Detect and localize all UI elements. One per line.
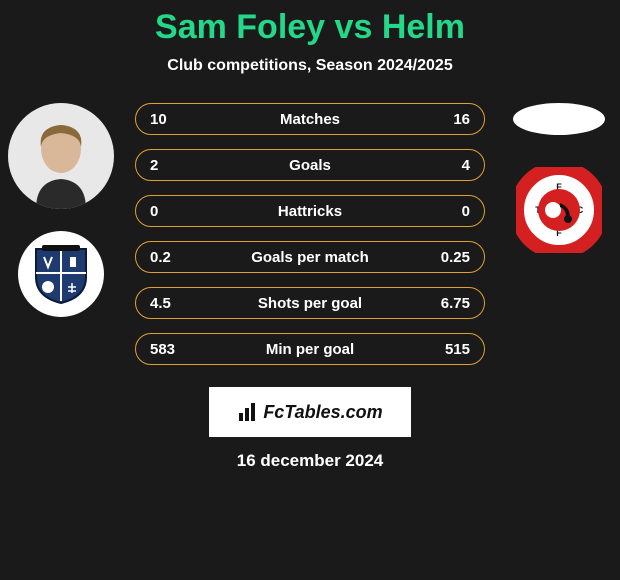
stat-label: Hattricks (202, 203, 418, 220)
stats-area: F T C F 10Matches16 2Goals4 0Hattricks0 0.2… (0, 103, 620, 365)
stat-label: Matches (202, 111, 418, 128)
stat-label: Goals per match (202, 249, 418, 266)
comparison-card: Sam Foley vs Helm Club competitions, Sea… (0, 0, 620, 580)
player1-avatar (8, 103, 114, 209)
page-title: Sam Foley vs Helm (155, 8, 465, 47)
branding-box: FcTables.com (209, 387, 411, 437)
title-player1: Sam Foley (155, 8, 325, 46)
branding-text: FcTables.com (263, 402, 382, 423)
stat-right-value: 0 (418, 203, 470, 220)
stat-label: Shots per goal (202, 295, 418, 312)
stat-row: 4.5Shots per goal6.75 (135, 287, 485, 319)
stat-left-value: 0.2 (150, 249, 202, 266)
stat-label: Goals (202, 157, 418, 174)
stat-right-value: 16 (418, 111, 470, 128)
player1-club-badge (18, 231, 104, 317)
stat-rows: 10Matches16 2Goals4 0Hattricks0 0.2Goals pe… (135, 103, 485, 365)
stat-row: 583Min per goal515 (135, 333, 485, 365)
stat-right-value: 515 (418, 341, 470, 358)
person-silhouette-icon (26, 119, 96, 209)
stat-row: 10Matches16 (135, 103, 485, 135)
player2-club-badge: F T C F (516, 167, 602, 253)
stat-right-value: 6.75 (418, 295, 470, 312)
right-column: F T C F (504, 103, 614, 253)
stat-right-value: 0.25 (418, 249, 470, 266)
circular-badge-icon: F T C F (516, 167, 602, 253)
shield-badge-icon (30, 243, 92, 305)
date-text: 16 december 2024 (237, 451, 384, 471)
stat-label: Min per goal (202, 341, 418, 358)
stat-left-value: 583 (150, 341, 202, 358)
stat-left-value: 10 (150, 111, 202, 128)
stat-left-value: 4.5 (150, 295, 202, 312)
stat-row: 0.2Goals per match0.25 (135, 241, 485, 273)
stat-left-value: 0 (150, 203, 202, 220)
stat-left-value: 2 (150, 157, 202, 174)
title-vs: vs (335, 8, 373, 46)
player2-avatar (513, 103, 605, 135)
stat-row: 0Hattricks0 (135, 195, 485, 227)
left-column (6, 103, 116, 317)
bar-chart-icon (237, 401, 259, 423)
subtitle: Club competitions, Season 2024/2025 (167, 57, 452, 75)
stat-row: 2Goals4 (135, 149, 485, 181)
title-player2: Helm (382, 8, 465, 46)
stat-right-value: 4 (418, 157, 470, 174)
